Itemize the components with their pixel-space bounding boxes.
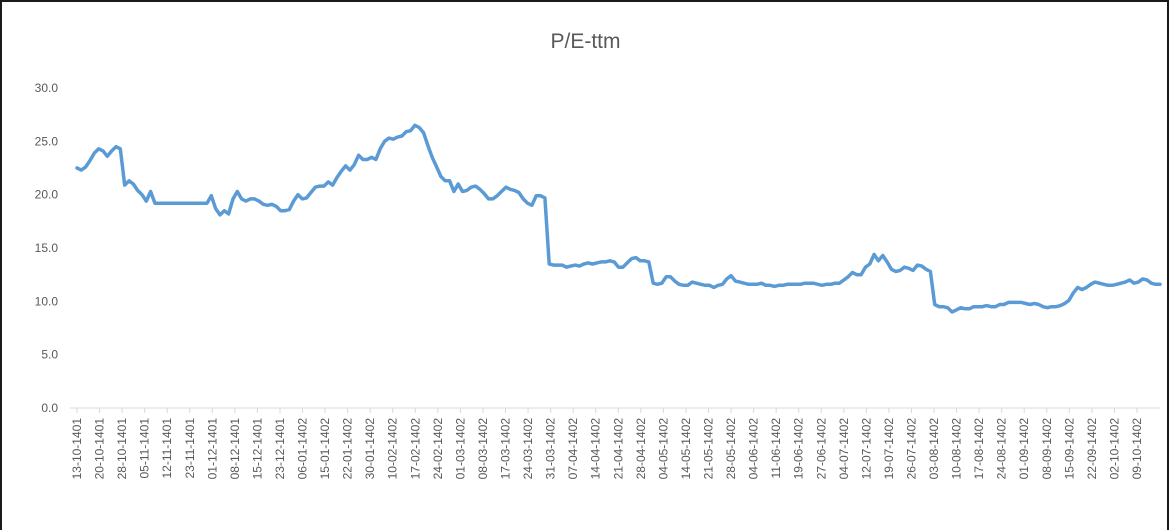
x-tick-label: 15-01-1402 — [318, 418, 332, 480]
x-tick-label: 12-07-1402 — [859, 418, 873, 480]
x-tick-label: 19-07-1402 — [882, 418, 896, 480]
x-tick-label: 01-03-1402 — [453, 418, 467, 480]
x-tick-label: 12-11-1401 — [160, 418, 174, 479]
x-tick-label: 22-01-1402 — [341, 418, 355, 480]
x-tick-label: 14-05-1402 — [679, 418, 693, 480]
x-tick-label: 31-03-1402 — [544, 418, 558, 480]
x-tick-label: 03-08-1402 — [927, 418, 941, 480]
x-tick-label: 21-04-1402 — [611, 418, 625, 480]
y-tick-label: 10.0 — [35, 294, 59, 308]
x-tick-label: 20-10-1401 — [93, 418, 107, 480]
x-tick-label: 08-12-1401 — [228, 418, 242, 480]
x-tick-label: 08-03-1402 — [476, 418, 490, 480]
x-tick-label: 28-04-1402 — [634, 418, 648, 480]
x-tick-label: 23-11-1401 — [183, 418, 197, 479]
y-tick-label: 5.0 — [41, 348, 58, 362]
x-tick-label: 14-04-1402 — [589, 418, 603, 480]
x-tick-label: 04-05-1402 — [656, 418, 670, 480]
plot-area — [75, 123, 1162, 314]
x-tick-label: 10-02-1402 — [386, 418, 400, 480]
y-tick-label: 30.0 — [35, 81, 59, 95]
x-tick-label: 17-03-1402 — [499, 418, 513, 480]
chart-title: P/E-ttm — [550, 30, 621, 53]
x-tick-label: 22-09-1402 — [1085, 418, 1099, 480]
x-tick-label: 01-09-1402 — [1017, 418, 1031, 480]
x-tick-label: 06-01-1402 — [296, 418, 310, 480]
x-axis: 13-10-1401 20-10-1401 28-10-1401 05-11-1401… — [70, 407, 1160, 480]
y-tick-label: 15.0 — [35, 241, 59, 255]
x-tick-label: 07-04-1402 — [566, 418, 580, 480]
x-tick-label: 23-12-1401 — [273, 418, 287, 480]
x-tick-label: 19-06-1402 — [792, 418, 806, 480]
x-tick-label: 04-06-1402 — [747, 418, 761, 480]
x-tick-label: 17-08-1402 — [972, 418, 986, 480]
y-tick-label: 25.0 — [35, 134, 59, 148]
x-tick-label: 27-06-1402 — [814, 418, 828, 480]
x-tick-label: 24-02-1402 — [431, 418, 445, 480]
x-tick-label: 24-03-1402 — [521, 418, 535, 480]
x-tick-label: 17-02-1402 — [408, 418, 422, 480]
x-tick-label: 28-10-1401 — [115, 418, 129, 480]
x-tick-label: 15-09-1402 — [1062, 418, 1076, 480]
y-tick-label: 20.0 — [35, 188, 59, 202]
x-tick-label: 13-10-1401 — [70, 418, 84, 480]
y-axis: 0.0 5.0 10.0 15.0 20.0 25.0 30.0 — [35, 81, 59, 415]
x-tick-label: 21-05-1402 — [701, 418, 715, 480]
x-tick-label: 05-11-1401 — [138, 418, 152, 479]
x-tick-label: 15-12-1401 — [250, 418, 264, 480]
y-tick-label: 0.0 — [41, 401, 58, 415]
x-tick-label: 26-07-1402 — [904, 418, 918, 480]
x-tick-label: 30-01-1402 — [363, 418, 377, 480]
x-tick-label: 28-05-1402 — [724, 418, 738, 480]
x-tick-label: 24-08-1402 — [995, 418, 1009, 480]
x-tick-label: 01-12-1401 — [205, 418, 219, 480]
x-tick-label: 10-08-1402 — [950, 418, 964, 480]
x-tick-label: 11-06-1402 — [769, 418, 783, 479]
x-tick-label: 02-10-1402 — [1107, 418, 1121, 480]
x-tick-label: 08-09-1402 — [1040, 418, 1054, 480]
x-tick-label: 09-10-1402 — [1130, 418, 1144, 480]
x-tick-label: 04-07-1402 — [837, 418, 851, 480]
pe-ttm-series-line — [75, 123, 1162, 314]
